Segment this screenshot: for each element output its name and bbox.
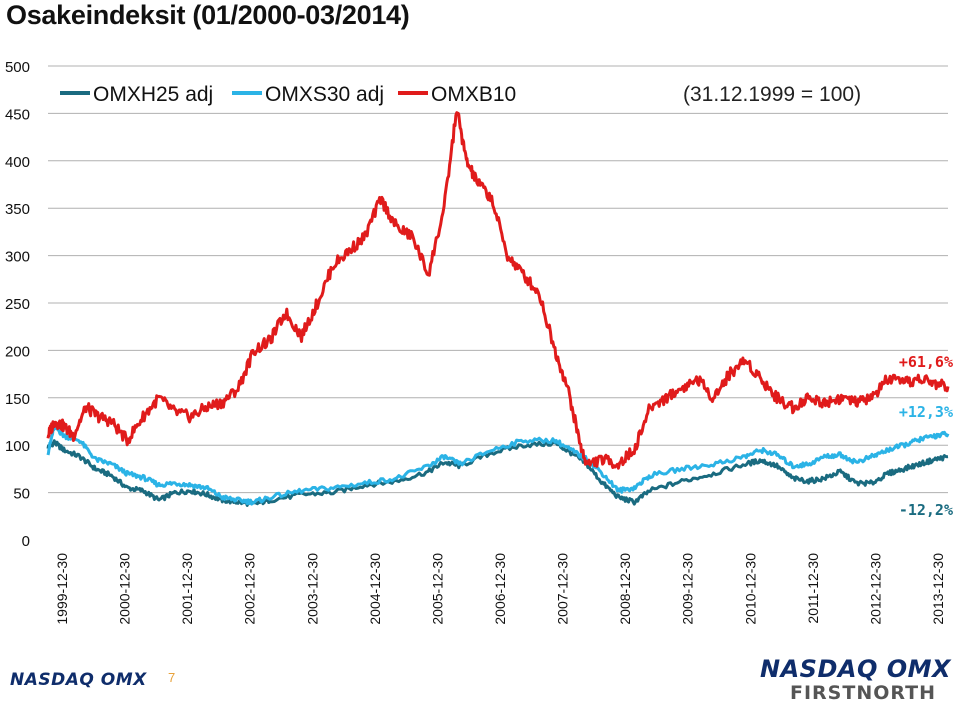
end-label: +61,6% (899, 353, 953, 371)
y-tick-label: 100 (5, 438, 30, 455)
x-tick-label: 2012-12-30 (867, 553, 883, 625)
x-tick-label: 2002-12-30 (242, 553, 258, 625)
x-axis: 1999-12-30 2000-12-30 2001-12-30 2002-12-30… (54, 553, 946, 625)
x-tick-label: 2003-12-30 (304, 553, 320, 625)
series-line-omxh25-adj (46, 439, 949, 507)
y-axis: 0 50 100 150 200 250 300 350 400 450 500 (5, 59, 30, 550)
nasdaq-omx-firstnorth-logo: NASDAQ OMX FIRSTNORTH (760, 655, 955, 706)
chart-subtitle: (31.12.1999 = 100) (683, 83, 861, 106)
x-tick-label: 2011-12-30 (805, 553, 821, 624)
x-tick-label: 1999-12-30 (54, 553, 70, 625)
y-tick-label: 250 (5, 296, 30, 313)
nasdaq-omx-logo-left: NASDAQ OMX (10, 667, 150, 694)
x-tick-label: 2005-12-30 (429, 553, 445, 625)
end-label: +12,3% (899, 403, 953, 421)
logo-right-bottom-text: FIRSTNORTH (790, 682, 936, 701)
x-tick-label: 2004-12-30 (367, 553, 383, 625)
y-tick-label: 0 (22, 533, 30, 550)
series-lines (46, 111, 950, 507)
y-tick-label: 350 (5, 201, 30, 218)
x-tick-label: 2001-12-30 (179, 553, 195, 625)
end-label: -12,2% (899, 501, 953, 519)
series-line-omxs30-adj (46, 423, 950, 506)
page-number: 7 (168, 670, 176, 685)
y-tick-label: 50 (13, 486, 30, 503)
y-tick-label: 150 (5, 391, 30, 408)
legend-label: OMXH25 adj (93, 83, 213, 106)
logo-right-top-text: NASDAQ OMX (760, 655, 952, 683)
x-tick-label: 2009-12-30 (680, 553, 696, 625)
logo-left-text: NASDAQ OMX (10, 670, 147, 689)
x-tick-label: 2013-12-30 (930, 553, 946, 625)
legend: OMXH25 adj OMXS30 adj OMXB10 (60, 83, 516, 106)
x-tick-label: 2010-12-30 (742, 553, 758, 625)
x-tick-label: 2008-12-30 (617, 553, 633, 625)
y-tick-label: 400 (5, 154, 30, 171)
page-title: Osakeindeksit (01/2000-03/2014) (6, 0, 410, 30)
x-tick-label: 2006-12-30 (492, 553, 508, 625)
y-tick-label: 450 (5, 106, 30, 123)
legend-label: OMXS30 adj (265, 83, 384, 106)
end-annotations: +61,6% +12,3% -12,2% (899, 353, 953, 519)
series-line-omxb10 (46, 111, 950, 470)
y-tick-label: 300 (5, 249, 30, 266)
y-tick-label: 500 (5, 59, 30, 76)
x-tick-label: 2000-12-30 (117, 553, 133, 625)
x-tick-label: 2007-12-30 (555, 553, 571, 625)
gridlines (48, 65, 948, 494)
y-tick-label: 200 (5, 343, 30, 360)
legend-label: OMXB10 (431, 83, 516, 106)
